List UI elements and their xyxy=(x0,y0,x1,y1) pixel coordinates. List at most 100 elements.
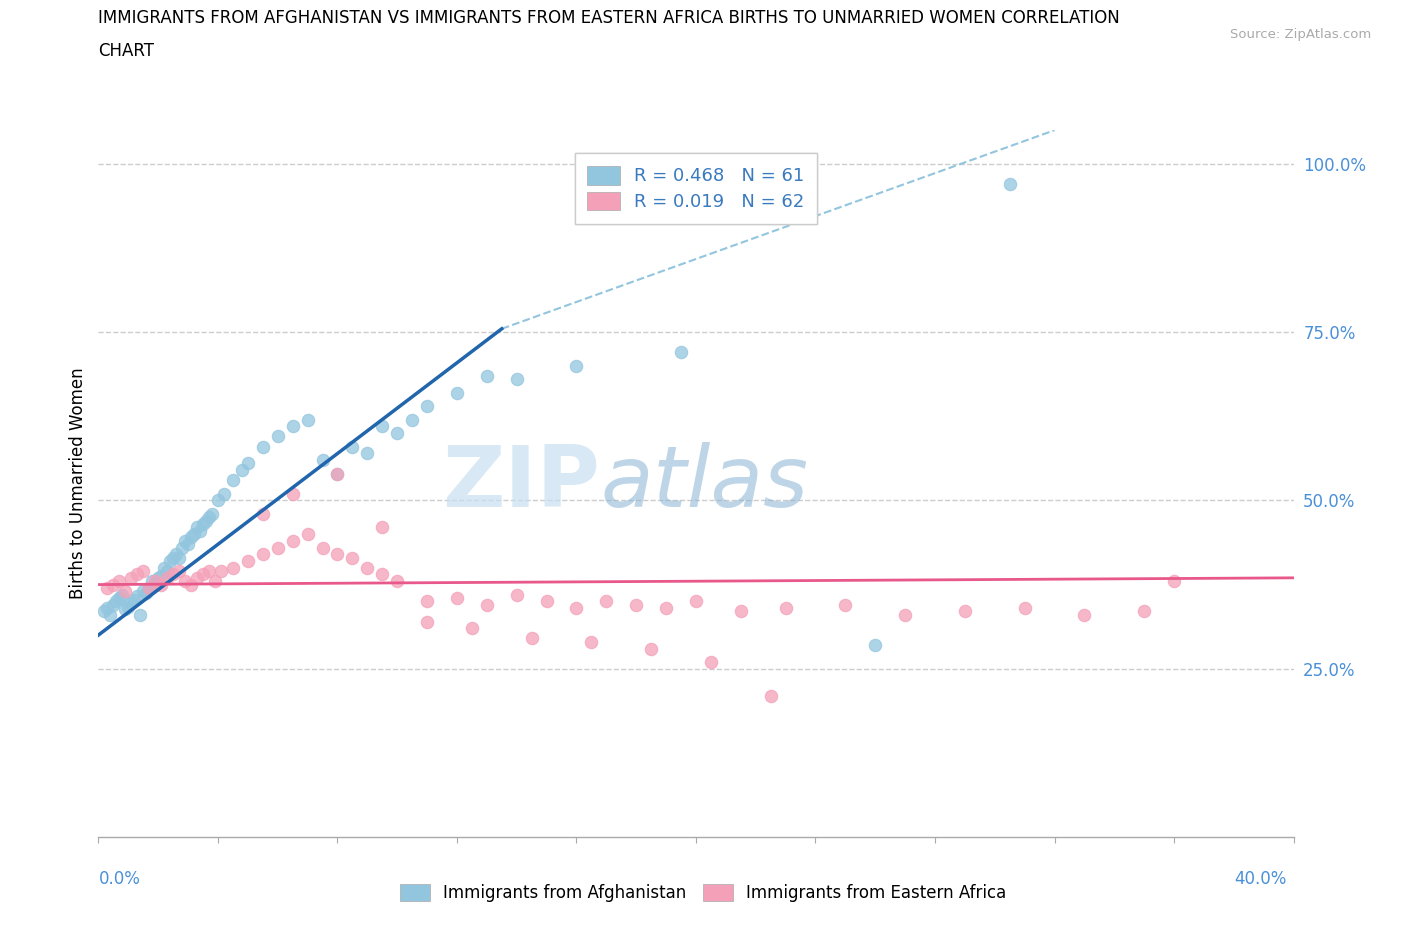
Point xyxy=(297,526,319,541)
Point xyxy=(1163,574,1185,589)
Point xyxy=(100,607,122,622)
Point xyxy=(172,540,194,555)
Point xyxy=(103,597,125,612)
Point xyxy=(475,368,498,383)
Point xyxy=(356,560,378,575)
Point xyxy=(685,594,707,609)
Point xyxy=(186,570,208,585)
Point xyxy=(581,634,603,649)
Point xyxy=(120,570,142,585)
Point xyxy=(401,412,423,427)
Point xyxy=(167,551,190,565)
Point xyxy=(506,372,529,387)
Point xyxy=(342,551,364,565)
Point xyxy=(212,486,235,501)
Point xyxy=(267,540,290,555)
Point xyxy=(167,564,190,578)
Point xyxy=(326,466,349,481)
Point xyxy=(143,578,166,592)
Point xyxy=(103,578,125,592)
Point xyxy=(132,564,155,578)
Point xyxy=(231,463,253,478)
Point xyxy=(111,587,134,602)
Point xyxy=(108,574,131,589)
Point xyxy=(281,534,304,549)
Point xyxy=(1073,607,1095,622)
Point xyxy=(267,429,290,444)
Point xyxy=(138,580,160,595)
Point xyxy=(156,564,179,578)
Point xyxy=(198,510,221,525)
Point xyxy=(565,601,588,616)
Point xyxy=(416,614,439,629)
Point xyxy=(183,526,205,541)
Point xyxy=(124,592,146,607)
Point xyxy=(191,516,214,531)
Point xyxy=(207,493,229,508)
Point xyxy=(108,591,131,605)
Point xyxy=(775,601,797,616)
Point xyxy=(326,466,349,481)
Point xyxy=(96,580,118,595)
Text: CHART: CHART xyxy=(98,42,155,60)
Point xyxy=(865,638,887,653)
Text: 0.0%: 0.0% xyxy=(98,870,141,888)
Point xyxy=(461,621,484,636)
Point xyxy=(114,602,136,617)
Point xyxy=(174,534,197,549)
Legend: R = 0.468   N = 61, R = 0.019   N = 62: R = 0.468 N = 61, R = 0.019 N = 62 xyxy=(575,153,817,223)
Point xyxy=(201,507,224,522)
Point xyxy=(180,578,202,592)
Point xyxy=(222,560,245,575)
Point xyxy=(446,385,468,400)
Text: atlas: atlas xyxy=(600,442,808,525)
Point xyxy=(93,604,115,619)
Point xyxy=(195,513,218,528)
Point xyxy=(198,564,221,578)
Point xyxy=(188,524,211,538)
Point xyxy=(953,604,976,619)
Point xyxy=(281,418,304,433)
Point xyxy=(127,589,149,604)
Legend: Immigrants from Afghanistan, Immigrants from Eastern Africa: Immigrants from Afghanistan, Immigrants … xyxy=(389,874,1017,912)
Point xyxy=(177,537,200,551)
Point xyxy=(1014,601,1036,616)
Point xyxy=(174,574,197,589)
Point xyxy=(626,597,648,612)
Point xyxy=(520,631,543,645)
Point xyxy=(120,595,142,610)
Text: Source: ZipAtlas.com: Source: ZipAtlas.com xyxy=(1230,28,1371,41)
Text: 40.0%: 40.0% xyxy=(1234,870,1286,888)
Point xyxy=(153,560,176,575)
Point xyxy=(595,594,617,609)
Point xyxy=(135,586,157,601)
Point xyxy=(834,597,856,612)
Point xyxy=(371,418,394,433)
Text: ZIP: ZIP xyxy=(443,442,600,525)
Point xyxy=(565,358,588,373)
Point xyxy=(342,439,364,454)
Point xyxy=(150,578,173,592)
Point xyxy=(297,412,319,427)
Point xyxy=(180,530,202,545)
Point xyxy=(143,574,166,589)
Point xyxy=(730,604,752,619)
Point xyxy=(356,445,378,460)
Point xyxy=(385,426,409,441)
Point xyxy=(416,594,439,609)
Point xyxy=(148,570,170,585)
Point xyxy=(311,540,333,555)
Point xyxy=(165,547,187,562)
Y-axis label: Births to Unmarried Women: Births to Unmarried Women xyxy=(69,367,87,600)
Point xyxy=(536,594,558,609)
Point xyxy=(141,574,163,589)
Point xyxy=(894,607,917,622)
Point xyxy=(132,584,155,599)
Point xyxy=(186,520,208,535)
Point xyxy=(759,688,782,703)
Point xyxy=(640,641,662,656)
Point xyxy=(114,584,136,599)
Point xyxy=(129,607,152,622)
Point xyxy=(506,587,529,602)
Point xyxy=(209,564,232,578)
